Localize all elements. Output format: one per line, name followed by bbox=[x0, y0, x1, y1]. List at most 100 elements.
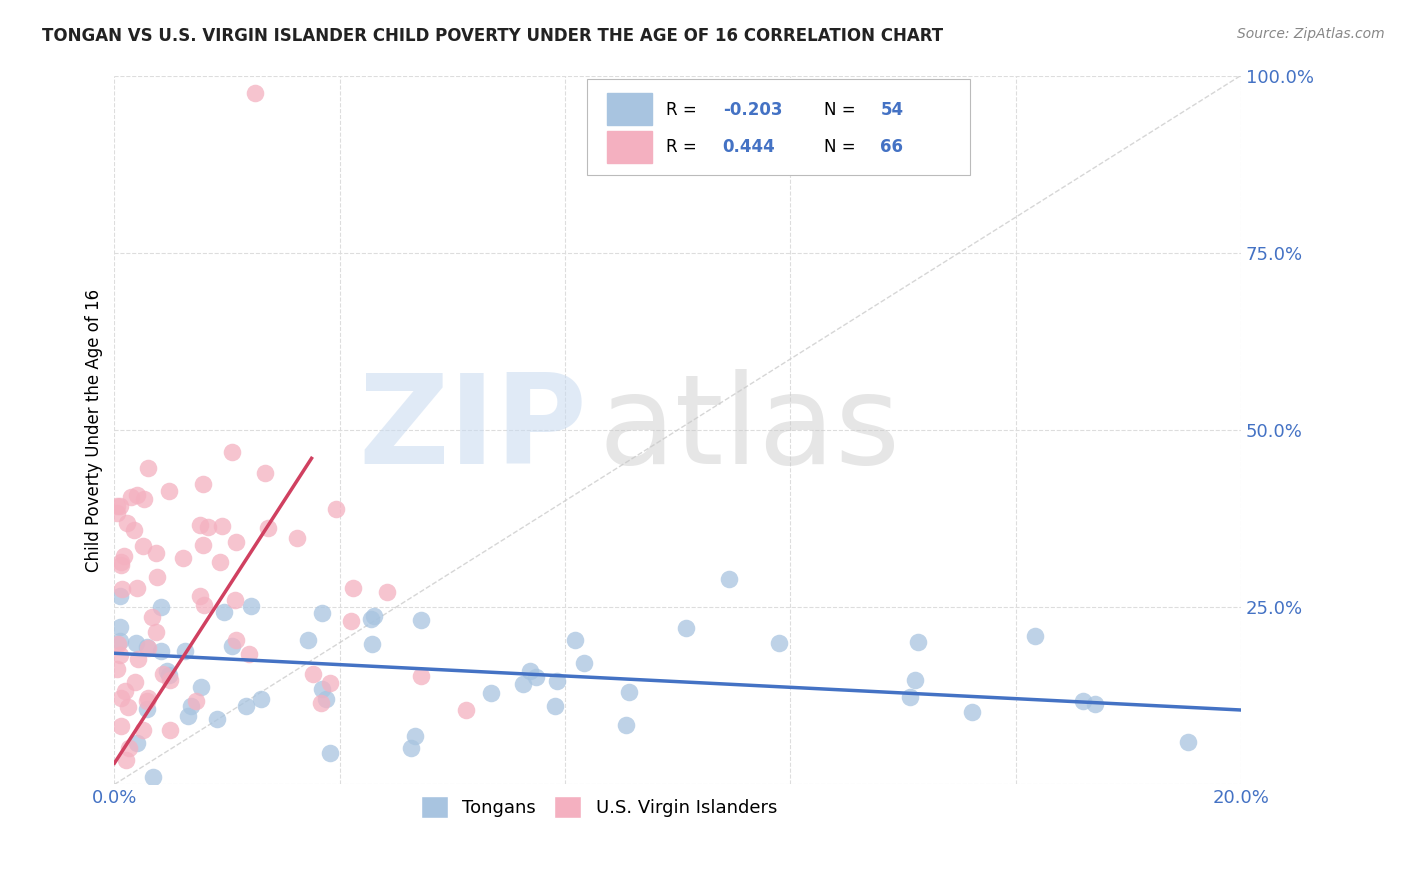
Point bbox=[546, 674, 568, 689]
Point bbox=[257, 521, 280, 535]
Point bbox=[117, 700, 139, 714]
Point bbox=[150, 644, 173, 658]
Point bbox=[904, 673, 927, 687]
Point bbox=[125, 488, 148, 502]
Point bbox=[340, 614, 363, 628]
Point bbox=[152, 666, 174, 681]
Point bbox=[125, 582, 148, 596]
Point bbox=[211, 519, 233, 533]
Point bbox=[105, 500, 128, 514]
Point bbox=[124, 674, 146, 689]
Point bbox=[108, 590, 131, 604]
Point bbox=[524, 670, 547, 684]
Point bbox=[159, 673, 181, 687]
Point bbox=[239, 599, 262, 613]
Point bbox=[404, 729, 426, 743]
Point bbox=[136, 641, 159, 656]
Point bbox=[718, 572, 741, 586]
Text: R =: R = bbox=[666, 138, 703, 156]
Point bbox=[544, 699, 567, 714]
Point bbox=[214, 605, 236, 619]
Point bbox=[173, 644, 195, 658]
Point bbox=[150, 600, 173, 615]
Point bbox=[115, 516, 138, 530]
Point bbox=[564, 632, 586, 647]
Point bbox=[110, 718, 132, 732]
FancyBboxPatch shape bbox=[588, 79, 970, 175]
Point bbox=[342, 581, 364, 595]
Point bbox=[120, 490, 142, 504]
Point bbox=[132, 491, 155, 506]
Point bbox=[221, 445, 243, 459]
Point bbox=[1084, 697, 1107, 711]
Point bbox=[108, 620, 131, 634]
Point bbox=[197, 520, 219, 534]
Point bbox=[1071, 694, 1094, 708]
Point bbox=[311, 681, 333, 696]
Point bbox=[115, 753, 138, 767]
Point bbox=[135, 640, 157, 654]
Point bbox=[363, 609, 385, 624]
Point bbox=[238, 647, 260, 661]
Point bbox=[127, 651, 149, 665]
Point bbox=[572, 656, 595, 670]
Point bbox=[193, 599, 215, 613]
Point bbox=[409, 669, 432, 683]
Text: N =: N = bbox=[824, 101, 860, 119]
Point bbox=[127, 736, 149, 750]
Point bbox=[136, 461, 159, 475]
Point bbox=[108, 633, 131, 648]
Point bbox=[297, 633, 319, 648]
Bar bbox=[606, 131, 652, 162]
Point bbox=[193, 538, 215, 552]
Point bbox=[145, 624, 167, 639]
Point bbox=[114, 684, 136, 698]
Point bbox=[311, 607, 333, 621]
Point bbox=[456, 703, 478, 717]
Point bbox=[124, 523, 146, 537]
Point bbox=[111, 582, 134, 597]
Point bbox=[105, 662, 128, 676]
Point bbox=[375, 584, 398, 599]
Point bbox=[172, 550, 194, 565]
Text: TONGAN VS U.S. VIRGIN ISLANDER CHILD POVERTY UNDER THE AGE OF 16 CORRELATION CHA: TONGAN VS U.S. VIRGIN ISLANDER CHILD POV… bbox=[42, 27, 943, 45]
Point bbox=[180, 699, 202, 714]
Point bbox=[141, 610, 163, 624]
Point bbox=[136, 702, 159, 716]
Point bbox=[898, 690, 921, 704]
Point bbox=[208, 555, 231, 569]
Point bbox=[193, 476, 215, 491]
Point bbox=[409, 613, 432, 627]
Point bbox=[205, 712, 228, 726]
Point bbox=[177, 709, 200, 723]
Point bbox=[146, 570, 169, 584]
Point bbox=[118, 740, 141, 755]
Point bbox=[960, 705, 983, 719]
Point bbox=[105, 506, 128, 520]
Point bbox=[319, 676, 342, 690]
Point bbox=[245, 87, 267, 101]
Point bbox=[254, 467, 277, 481]
Point bbox=[124, 636, 146, 650]
Point bbox=[235, 698, 257, 713]
Text: -0.203: -0.203 bbox=[723, 101, 782, 119]
Text: R =: R = bbox=[666, 101, 703, 119]
Point bbox=[110, 558, 132, 573]
Point bbox=[319, 746, 342, 760]
Point bbox=[519, 664, 541, 678]
Point bbox=[190, 680, 212, 694]
Point bbox=[138, 690, 160, 705]
Point bbox=[132, 539, 155, 553]
Point bbox=[401, 741, 423, 756]
Point bbox=[617, 685, 640, 699]
Point bbox=[479, 686, 502, 700]
Point bbox=[142, 770, 165, 784]
Text: ZIP: ZIP bbox=[359, 369, 588, 491]
Point bbox=[285, 531, 308, 545]
Point bbox=[108, 648, 131, 662]
Point bbox=[186, 694, 208, 708]
Point bbox=[224, 592, 246, 607]
Text: atlas: atlas bbox=[599, 369, 901, 491]
Point bbox=[225, 534, 247, 549]
Point bbox=[614, 718, 637, 732]
